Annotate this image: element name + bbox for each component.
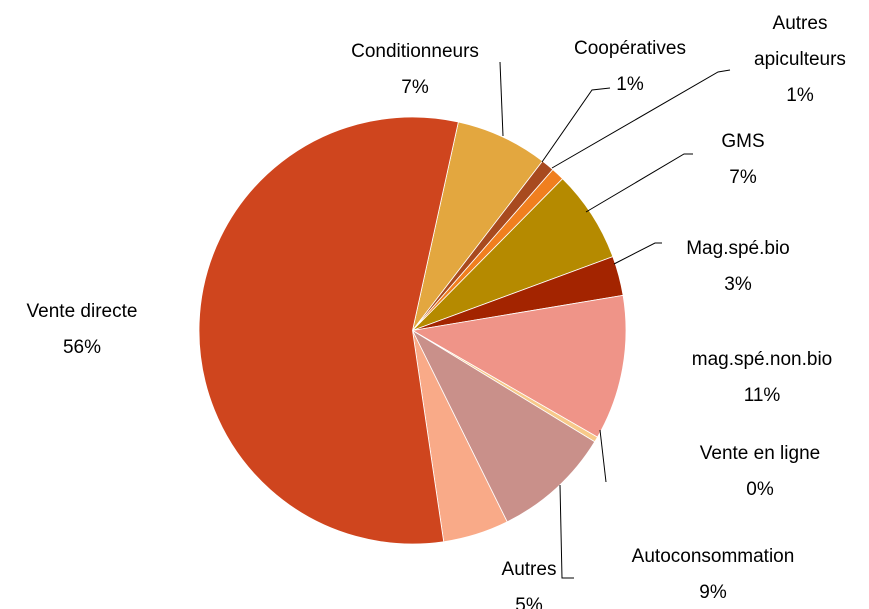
category-label: Mag.spé.bio	[686, 238, 790, 259]
data-label: Vente en ligne 0%	[670, 436, 850, 508]
pie-slice	[411, 294, 627, 438]
pie-slice	[411, 329, 596, 523]
value-label: 1%	[616, 74, 644, 95]
leader-line	[559, 484, 574, 579]
leader-line	[551, 69, 731, 169]
category-label: Coopératives	[574, 38, 686, 59]
value-label: 9%	[699, 582, 727, 603]
leader-lines	[499, 61, 731, 579]
data-label: Autoconsommation 9%	[603, 539, 823, 609]
value-label: 7%	[729, 167, 757, 188]
category-label: Autres	[501, 559, 557, 580]
value-label: 7%	[401, 77, 429, 98]
leader-line	[585, 153, 693, 213]
data-label: Conditionneurs 7%	[345, 34, 485, 106]
value-label: 0%	[746, 479, 774, 500]
leader-line	[499, 61, 504, 137]
value-label: 1%	[786, 85, 814, 106]
data-label: GMS 7%	[693, 124, 793, 196]
data-label: Coopératives 1%	[560, 31, 700, 103]
leader-line	[599, 429, 607, 483]
data-label: mag.spé.non.bio 11%	[672, 342, 852, 414]
category-label: Vente en ligne	[699, 443, 821, 464]
category-label: mag.spé.non.bio	[691, 349, 833, 370]
value-label: 56%	[62, 337, 102, 358]
category-label: Autoconsommation	[631, 546, 795, 567]
pie-slice	[198, 116, 459, 545]
leader-line	[613, 242, 662, 265]
value-label: 3%	[724, 274, 752, 295]
category-label: GMS	[721, 131, 765, 152]
category-label: Vente directe	[26, 301, 138, 322]
category-label: Autres apiculteurs	[754, 13, 846, 70]
data-label: Mag.spé.bio 3%	[668, 231, 808, 303]
data-label: Autres 5%	[479, 552, 579, 609]
data-label: Autres apiculteurs 1%	[745, 6, 855, 114]
category-label: Conditionneurs	[351, 41, 479, 62]
data-label: Vente directe 56%	[0, 294, 172, 366]
value-label: 11%	[743, 385, 781, 406]
value-label: 5%	[515, 595, 543, 609]
leader-line	[541, 87, 611, 163]
